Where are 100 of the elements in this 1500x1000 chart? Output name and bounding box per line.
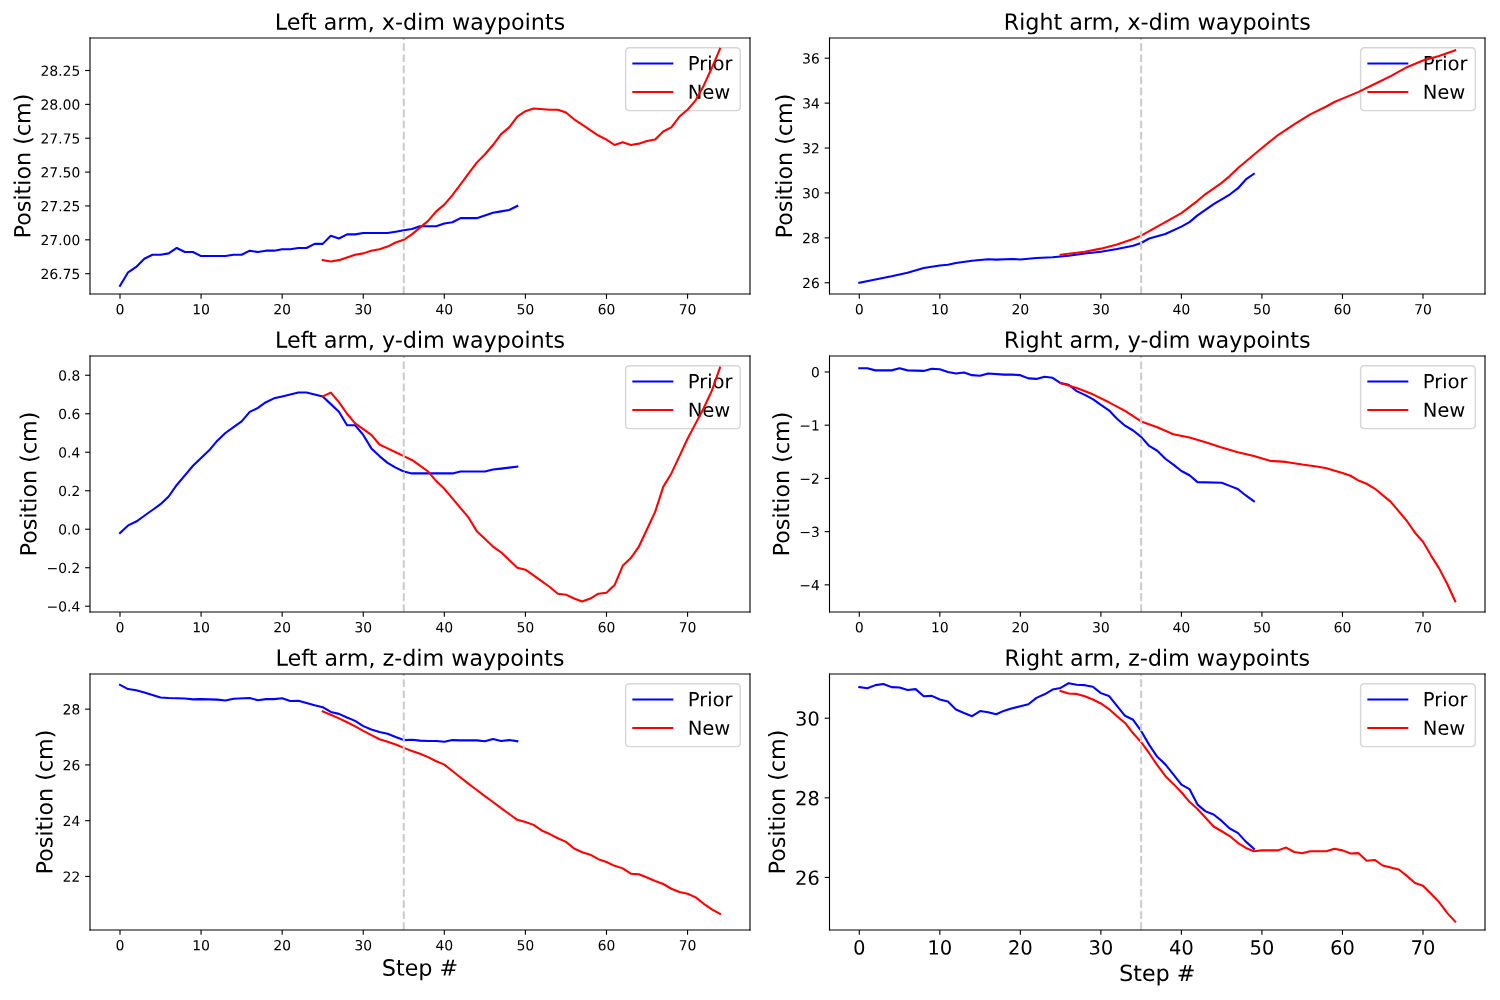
y-tick-label: 0.0 xyxy=(59,524,80,535)
x-tick-label: 30 xyxy=(355,939,372,951)
chart-title: Left arm, y-dim waypoints xyxy=(277,330,564,353)
y-axis-title: Position (cm) xyxy=(35,731,56,873)
y-tick-label: 0.4 xyxy=(59,447,80,458)
x-tick-label: 0 xyxy=(116,939,124,951)
line-series xyxy=(118,683,519,743)
x-tick-label: 20 xyxy=(274,621,291,633)
y-tick-label: 28.25 xyxy=(41,65,80,76)
y-tick-label: 28 xyxy=(63,704,80,715)
y-tick-label: 0.6 xyxy=(59,408,80,420)
y-tick-label: 26 xyxy=(796,870,819,886)
x-tick-label: 40 xyxy=(1173,621,1190,633)
line-series xyxy=(118,204,519,287)
legend-label: Prior xyxy=(1424,691,1468,707)
legend-label: New xyxy=(1424,402,1465,418)
x-tick-label: 70 xyxy=(1415,303,1431,315)
y-tick-label: 26 xyxy=(63,759,80,771)
legend-label: New xyxy=(1424,720,1465,736)
y-tick-label: 30 xyxy=(803,187,819,199)
y-tick-label: 0.8 xyxy=(59,370,80,381)
x-tick-label: 10 xyxy=(929,940,951,955)
chart-title: Left arm, z-dim waypoints xyxy=(277,648,564,671)
x-tick-label: 60 xyxy=(1331,940,1354,955)
x-tick-label: 50 xyxy=(517,303,534,315)
x-tick-label: 60 xyxy=(1334,303,1351,315)
x-tick-label: 30 xyxy=(1093,621,1109,633)
y-tick-label: 27.50 xyxy=(41,167,80,178)
y-tick-label: 30 xyxy=(796,711,819,726)
y-tick-label: −0.4 xyxy=(48,601,80,612)
x-tick-label: 60 xyxy=(598,303,615,315)
x-tick-label: 50 xyxy=(1251,940,1274,955)
y-tick-label: 28.00 xyxy=(41,99,80,110)
x-tick-label: 0 xyxy=(854,940,865,955)
y-tick-label: 27.25 xyxy=(41,200,80,212)
x-tick-label: 40 xyxy=(1169,940,1193,955)
x-tick-label: 40 xyxy=(436,303,453,315)
x-tick-label: 10 xyxy=(932,621,948,633)
legend-label: Prior xyxy=(1424,373,1468,389)
line-series xyxy=(858,172,1255,284)
x-tick-label: 10 xyxy=(193,303,209,315)
y-axis-title: Position (cm) xyxy=(775,95,795,237)
y-tick-label: 22 xyxy=(63,871,79,882)
x-tick-label: 40 xyxy=(1173,303,1190,315)
x-tick-label: 30 xyxy=(355,303,372,315)
x-tick-label: 60 xyxy=(1334,621,1351,633)
y-tick-label: 32 xyxy=(803,143,819,154)
x-tick-label: 0 xyxy=(855,303,863,315)
x-tick-label: 50 xyxy=(517,621,534,633)
y-tick-label: 0 xyxy=(811,366,819,378)
y-axis-title: Position (cm) xyxy=(13,95,34,237)
x-tick-label: 30 xyxy=(355,621,372,633)
x-tick-label: 70 xyxy=(679,303,696,315)
y-axis-title: Position (cm) xyxy=(772,413,793,555)
x-tick-label: 60 xyxy=(598,939,615,951)
x-tick-label: 50 xyxy=(517,939,534,951)
x-tick-label: 20 xyxy=(274,303,291,315)
x-tick-label: 0 xyxy=(855,621,863,633)
x-axis-title: Step # xyxy=(1120,964,1194,986)
y-tick-label: 27.75 xyxy=(41,133,80,144)
line-series xyxy=(858,367,1255,503)
x-tick-label: 70 xyxy=(1415,621,1431,633)
x-tick-label: 0 xyxy=(116,621,124,633)
legend-label: New xyxy=(689,720,730,736)
y-tick-label: 36 xyxy=(803,53,819,64)
x-tick-label: 20 xyxy=(1012,303,1029,315)
y-tick-label: 34 xyxy=(803,98,819,109)
x-axis-title: Step # xyxy=(383,959,457,981)
x-tick-label: 10 xyxy=(932,303,948,315)
x-tick-label: 20 xyxy=(1012,621,1029,633)
y-tick-label: −3 xyxy=(800,526,819,538)
y-tick-label: −4 xyxy=(800,580,819,591)
x-tick-label: 60 xyxy=(598,621,615,633)
line-series xyxy=(858,682,1255,850)
y-tick-label: 0.2 xyxy=(59,485,79,497)
legend-label: Prior xyxy=(689,691,733,707)
x-tick-label: 70 xyxy=(1412,940,1435,955)
y-tick-label: −2 xyxy=(800,473,819,484)
x-tick-label: 20 xyxy=(1009,940,1032,955)
chart-title: Right arm, y-dim waypoints xyxy=(1006,330,1310,353)
x-tick-label: 20 xyxy=(274,939,291,951)
y-tick-label: 26 xyxy=(803,277,819,289)
y-tick-label: 24 xyxy=(63,815,80,826)
x-tick-label: 0 xyxy=(116,303,124,315)
legend-label: New xyxy=(1424,84,1465,100)
x-tick-label: 50 xyxy=(1254,303,1270,315)
x-tick-label: 70 xyxy=(679,939,696,951)
x-tick-label: 30 xyxy=(1093,303,1109,315)
line-series xyxy=(118,391,519,535)
chart-title: Right arm, z-dim waypoints xyxy=(1006,648,1309,671)
y-tick-label: −0.2 xyxy=(48,562,79,574)
y-axis-title: Position (cm) xyxy=(767,731,788,873)
chart-title: Left arm, x-dim waypoints xyxy=(277,12,565,35)
x-tick-label: 10 xyxy=(193,939,209,951)
y-axis-title: Position (cm) xyxy=(19,413,40,555)
x-tick-label: 40 xyxy=(436,939,453,951)
legend-label: Prior xyxy=(1424,55,1468,71)
x-tick-label: 70 xyxy=(679,621,696,633)
y-tick-label: 28 xyxy=(796,790,819,806)
y-tick-label: 27.00 xyxy=(41,234,80,246)
